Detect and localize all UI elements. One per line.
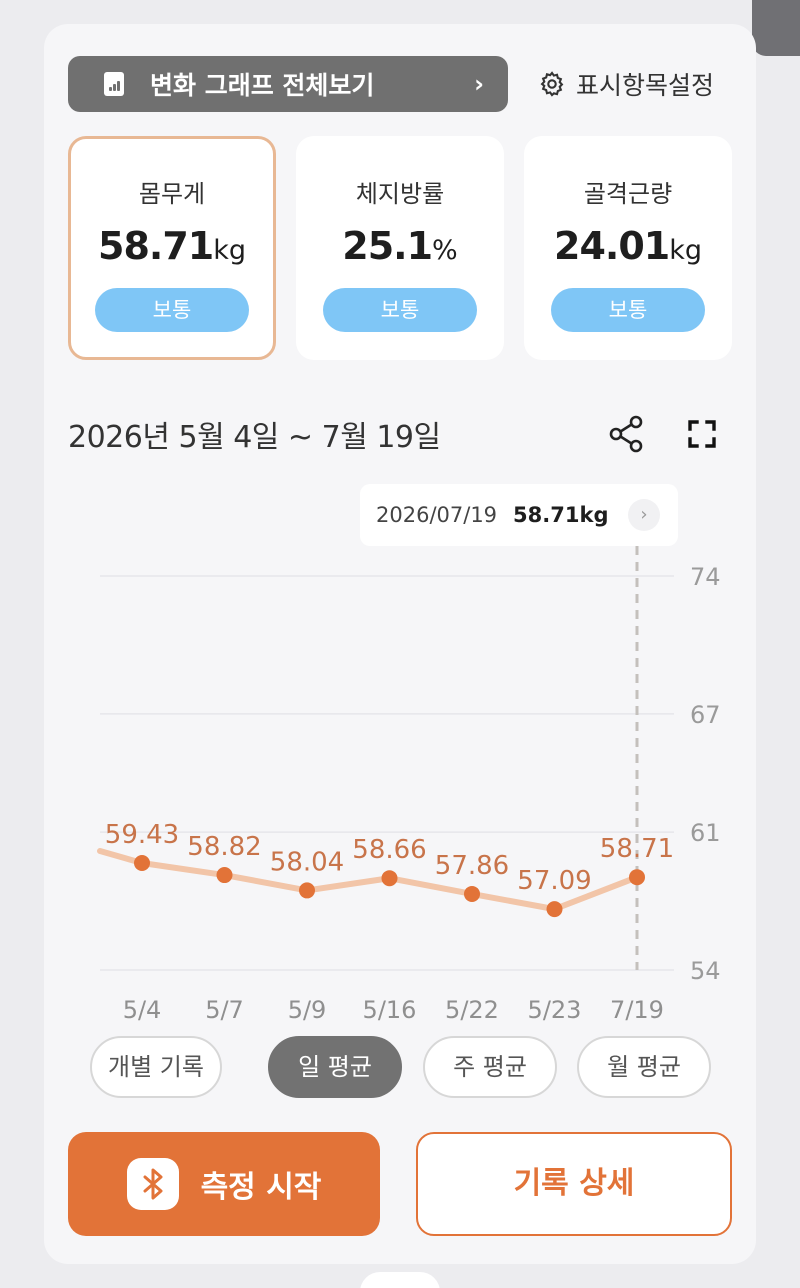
metric-unit: kg xyxy=(669,235,702,266)
chart-tooltip[interactable]: 2026/07/19 58.71kg › xyxy=(360,484,678,546)
data-point xyxy=(464,885,480,902)
start-measurement-label: 측정 시작 xyxy=(200,1170,322,1205)
graph-all-button[interactable]: 변화 그래프 전체보기 › xyxy=(68,56,508,112)
x-tick-label: 5/9 xyxy=(288,996,327,1024)
metric-card-weight[interactable]: 몸무게 58.71kg 보통 xyxy=(68,136,276,360)
chevron-right-icon: › xyxy=(628,499,660,531)
x-tick-label: 5/16 xyxy=(363,996,417,1024)
chevron-right-icon: › xyxy=(474,70,484,98)
data-label: 59.43 xyxy=(105,820,179,850)
x-tick-label: 5/7 xyxy=(205,996,244,1024)
display-settings-button[interactable]: 표시항목설정 xyxy=(538,64,714,104)
data-label: 58.66 xyxy=(352,835,426,865)
body-composition-card: 변화 그래프 전체보기 › 표시항목설정 몸무게 58.71kg 보통 체지방률… xyxy=(44,24,756,1264)
data-label: 58.71 xyxy=(600,834,674,864)
metric-card-muscle-mass[interactable]: 골격근량 24.01kg 보통 xyxy=(524,136,732,360)
x-tick-label: 5/4 xyxy=(123,996,162,1024)
metric-value: 58.71kg xyxy=(98,224,246,268)
metric-unit: % xyxy=(432,235,458,266)
tooltip-value: 58.71kg xyxy=(513,503,609,527)
data-point xyxy=(134,855,150,872)
data-point xyxy=(629,869,645,886)
data-point xyxy=(216,867,233,884)
metric-value: 25.1% xyxy=(342,224,458,268)
bluetooth-icon xyxy=(126,1158,179,1210)
metric-unit: kg xyxy=(213,235,246,266)
segment-daily-average[interactable]: 일 평균 xyxy=(268,1036,402,1098)
x-tick-label: 7/19 xyxy=(610,996,664,1024)
status-badge: 보통 xyxy=(323,288,477,332)
graph-all-label: 변화 그래프 전체보기 xyxy=(150,71,375,100)
segment-individual-records[interactable]: 개별 기록 xyxy=(90,1036,222,1098)
segment-monthly-average[interactable]: 월 평균 xyxy=(577,1036,711,1098)
status-badge: 보통 xyxy=(551,288,705,332)
x-tick-label: 5/22 xyxy=(445,996,499,1024)
start-measurement-button[interactable]: 측정 시작 xyxy=(68,1132,380,1236)
data-point xyxy=(381,870,398,887)
x-tick-label: 5/23 xyxy=(528,996,582,1024)
record-detail-button[interactable]: 기록 상세 xyxy=(416,1132,732,1236)
data-label: 58.04 xyxy=(270,847,344,877)
metric-card-body-fat[interactable]: 체지방률 25.1% 보통 xyxy=(296,136,504,360)
y-tick-label: 67 xyxy=(690,701,721,729)
metric-value: 24.01kg xyxy=(554,224,702,268)
tooltip-date: 2026/07/19 xyxy=(376,503,498,527)
display-settings-label: 표시항목설정 xyxy=(576,71,715,100)
home-indicator xyxy=(360,1272,440,1288)
y-tick-label: 61 xyxy=(690,819,721,847)
chart-document-icon xyxy=(104,72,124,96)
fullscreen-icon[interactable] xyxy=(684,416,720,452)
date-range-label: 2026년 5월 4일 ~ 7월 19일 xyxy=(68,420,441,455)
metric-label: 골격근량 xyxy=(583,180,673,208)
data-label: 57.86 xyxy=(435,851,509,881)
data-label: 57.09 xyxy=(517,866,591,896)
segment-weekly-average[interactable]: 주 평균 xyxy=(423,1036,557,1098)
data-point xyxy=(546,901,563,918)
weight-line-chart[interactable]: 74 67 61 54 59.43 5/4 58.82 5/7 58.04 5/9 58.66 5/1… xyxy=(44,464,756,1064)
status-badge: 보통 xyxy=(95,288,249,332)
corner-tab xyxy=(752,0,800,56)
share-icon[interactable] xyxy=(604,412,648,456)
y-tick-label: 74 xyxy=(690,563,721,591)
y-tick-label: 54 xyxy=(690,957,721,985)
metric-label: 체지방률 xyxy=(355,180,445,208)
data-point xyxy=(299,882,315,899)
gear-icon xyxy=(540,71,564,97)
metric-label: 몸무게 xyxy=(138,180,206,208)
data-label: 58.82 xyxy=(187,832,261,862)
